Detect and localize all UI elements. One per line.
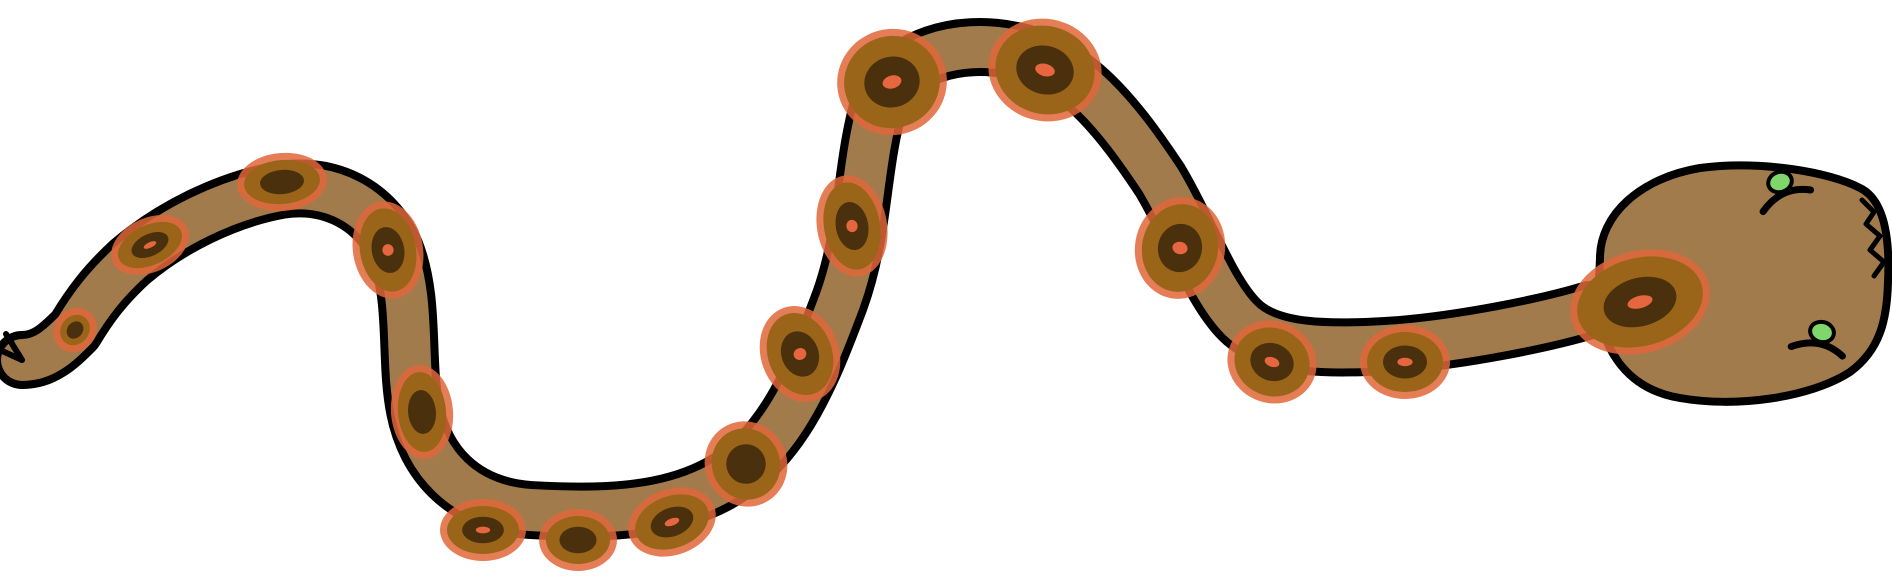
body-spot [1570, 249, 1710, 355]
body-spot [1227, 320, 1317, 404]
body-spot [704, 421, 788, 507]
body-spot [988, 18, 1102, 122]
mouth-line [1859, 197, 1887, 279]
body-spot [440, 499, 526, 561]
body-spot [390, 365, 454, 459]
tail-tip [0, 331, 25, 363]
body-spot [1360, 325, 1450, 399]
body-spot [352, 201, 424, 299]
body-spot [539, 509, 617, 571]
body-spot [53, 307, 97, 353]
body-spot [1134, 197, 1226, 299]
body-outline [0, 18, 1619, 541]
body-spot [837, 28, 947, 136]
eye-upper [1759, 169, 1815, 216]
eye-lower [1787, 319, 1846, 360]
body-spot [628, 487, 716, 557]
body-spot [237, 152, 327, 212]
snake-face [1759, 169, 1887, 360]
snake-spots [53, 18, 1710, 571]
body-spot [111, 215, 189, 275]
body-spot [816, 175, 888, 277]
snake-body [0, 18, 1619, 541]
body-spot [759, 306, 841, 402]
body-fill [1, 26, 1611, 533]
